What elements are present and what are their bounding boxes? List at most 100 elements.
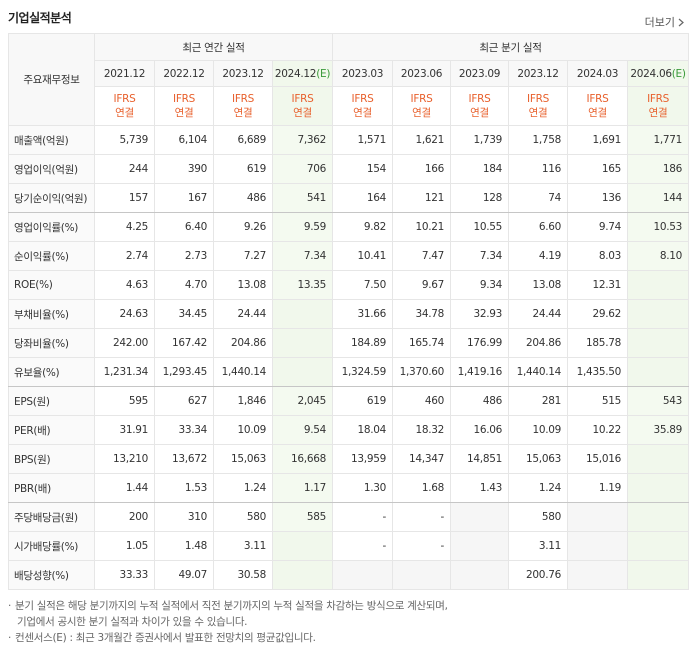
cell: 14,851 [450, 444, 509, 474]
cell: 1.19 [567, 473, 628, 503]
cell: 7.27 [213, 241, 273, 271]
cell: 31.91 [94, 415, 155, 445]
data-row: PER(배) 31.91 33.34 10.09 9.54 18.04 18.32 16.06… [8, 415, 690, 445]
period-header: 2022.12 [154, 60, 214, 87]
period: 2022.12 [163, 67, 205, 80]
cell: 10.41 [332, 241, 393, 271]
cell: 1,440.14 [508, 357, 568, 387]
cell: 1,846 [213, 386, 273, 416]
cell: 595 [94, 386, 155, 416]
cell: 176.99 [450, 328, 509, 358]
standard-header: IFRS 연결 [567, 86, 628, 126]
cell: 1,293.45 [154, 357, 214, 387]
standard-header: IFRS 연결 [450, 86, 509, 126]
cell: 33.33 [94, 560, 155, 590]
cell: 1.48 [154, 531, 214, 561]
cell: 543 [626, 386, 690, 416]
standard-header: IFRS 연결 [332, 86, 393, 126]
corner-header: 주요재무정보 [8, 33, 95, 126]
cell: 204.86 [508, 328, 568, 358]
cell: - [332, 502, 393, 532]
cell: 167 [154, 183, 214, 213]
cell: 515 [567, 386, 628, 416]
more-link[interactable]: 더보기 [645, 14, 684, 30]
header-row: 주요재무정보 최근 연간 실적 최근 분기 실적 [8, 33, 690, 126]
data-row: 당기순이익(억원) 157 167 486 541 164 121 128 74 136 144 [8, 183, 690, 213]
cell: 32.93 [450, 299, 509, 329]
header-row: 2021.12 2022.12 2023.12 2024.12(E) 2023.03 20… [9, 60, 690, 87]
period-header: 2023.12 [213, 60, 273, 87]
cell: 6.60 [508, 212, 568, 242]
cell: 14,347 [392, 444, 451, 474]
data-row: 주당배당금(원) 200 310 580 585- -580 [8, 502, 690, 532]
cell: 1.44 [94, 473, 155, 503]
standard-header: IFRS 연결 [392, 86, 451, 126]
cell: 1,691 [567, 125, 628, 155]
cell: 4.25 [94, 212, 155, 242]
cell: 7.34 [272, 241, 333, 271]
cell [272, 560, 333, 590]
cell: 24.44 [213, 299, 273, 329]
more-arrow[interactable] [678, 18, 684, 27]
cell [332, 560, 393, 590]
row-label: PER(배) [8, 415, 95, 445]
cell: 49.07 [154, 560, 214, 590]
row-label: ROE(%) [8, 270, 95, 300]
cell: 24.44 [508, 299, 568, 329]
cell [626, 299, 690, 329]
cell: 121 [392, 183, 451, 213]
cell: 13.08 [508, 270, 568, 300]
cell: 13.35 [272, 270, 333, 300]
cell: 9.74 [567, 212, 628, 242]
basis: 연결 [412, 107, 431, 119]
row-label: 부채비율(%) [8, 299, 95, 329]
cell: 6.40 [154, 212, 214, 242]
estimate-mark: (E) [671, 67, 686, 80]
basis: 연결 [470, 107, 489, 119]
cell: 1,621 [392, 125, 451, 155]
row-label: PBR(배) [8, 473, 95, 503]
notes: 분기 실적은 해당 분기까지의 누적 실적에서 직전 분기까지의 누적 실적을 … [8, 598, 448, 646]
cell [450, 531, 509, 561]
cell: 136 [567, 183, 628, 213]
cell: 1.30 [332, 473, 393, 503]
group-header: 최근 연간 실적 [94, 33, 333, 61]
cell: 9.54 [272, 415, 333, 445]
cell: 10.55 [450, 212, 509, 242]
cell: 486 [213, 183, 273, 213]
row-label: 시가배당률(%) [8, 531, 95, 561]
cell: 541 [272, 183, 333, 213]
cell: 1,758 [508, 125, 568, 155]
cell: 8.03 [567, 241, 628, 271]
cell: 10.53 [626, 212, 690, 242]
data-row: 영업이익(억원) 244 390 619 706 154 166 184 116 165 186 [8, 154, 690, 184]
cell: 167.42 [154, 328, 214, 358]
basis: 연결 [588, 107, 607, 119]
cell: 35.89 [626, 415, 690, 445]
cell [626, 473, 690, 503]
data-row: 시가배당률(%) 1.05 1.48 3.11- -3.11 [8, 531, 690, 561]
cell [450, 502, 509, 532]
cell: 9.82 [332, 212, 393, 242]
row-label: 주당배당금(원) [8, 502, 95, 532]
cell: 128 [450, 183, 509, 213]
cell: 13.08 [213, 270, 273, 300]
cell: 4.19 [508, 241, 568, 271]
more-label[interactable]: 더보기 [644, 16, 675, 29]
cell [626, 328, 690, 358]
data-row: 매출액(억원) 5,739 6,104 6,689 7,362 1,571 1,621 1,7… [8, 125, 690, 155]
standard: IFRS [527, 93, 549, 105]
cell: - [332, 531, 393, 561]
cell: 580 [213, 502, 273, 532]
data-row: ROE(%) 4.63 4.70 13.08 13.35 7.50 9.67 9.34 13.0… [8, 270, 690, 300]
cell: 3.11 [213, 531, 273, 561]
cell: 1.24 [213, 473, 273, 503]
cell: 1,771 [626, 125, 690, 155]
cell: 204.86 [213, 328, 273, 358]
cell: 16.06 [450, 415, 509, 445]
cell [392, 560, 451, 590]
period: 2023.12 [517, 67, 559, 80]
cell [272, 328, 333, 358]
standard: IFRS [173, 93, 195, 105]
period-header: 2024.06(E) [626, 60, 690, 87]
